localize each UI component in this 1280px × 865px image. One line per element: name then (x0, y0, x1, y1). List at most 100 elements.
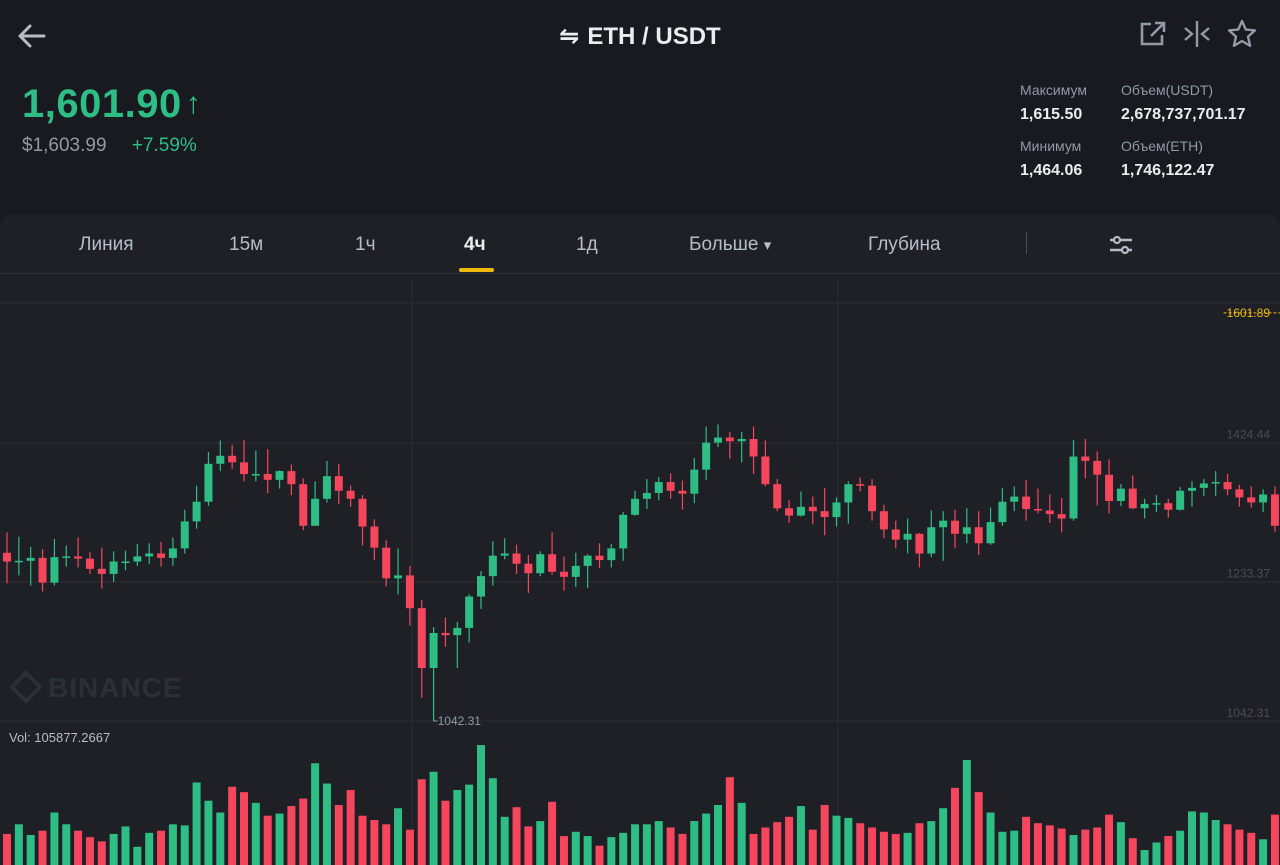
volume-bar (1033, 823, 1042, 865)
volume-bar (358, 815, 367, 865)
volume-bar (1093, 827, 1102, 865)
volume-bar (868, 827, 877, 865)
volume-bar (879, 831, 888, 865)
volume-bar (488, 778, 497, 865)
candle-body (488, 555, 497, 577)
candle-body (180, 521, 189, 549)
volume-bar (962, 760, 971, 865)
candle-body (192, 501, 201, 522)
candle-body (251, 474, 260, 476)
tab-depth[interactable]: Глубина (868, 234, 941, 255)
pair-title[interactable]: ETH / USDT (587, 23, 721, 50)
candle-body (1093, 460, 1102, 475)
price-block: 1,601.90 ↑ $1,603.99 +7.59% (22, 82, 201, 157)
volume-bar (453, 790, 462, 865)
volume-bar (405, 829, 414, 865)
candle-body (1211, 482, 1220, 484)
y-tick-label: 1042.31 (1227, 706, 1271, 720)
candle-body (500, 553, 509, 556)
candle-body (74, 556, 83, 559)
volume-bar (192, 782, 201, 865)
candle-body (986, 522, 995, 544)
candle-body (405, 575, 414, 609)
volume-bar (796, 806, 805, 865)
candle-body (856, 484, 865, 486)
volume-bar (951, 787, 959, 865)
compare-icon[interactable] (1181, 18, 1213, 50)
volume-bar (998, 831, 1007, 865)
volume-bar (1128, 838, 1137, 865)
candle-body (358, 498, 367, 527)
candle-body (370, 526, 379, 548)
volume-bar (3, 833, 11, 865)
candle-body (299, 484, 308, 526)
candle-body (240, 462, 248, 475)
volume-bar (986, 812, 995, 865)
candle-body (796, 506, 805, 516)
candle-body (62, 556, 71, 558)
external-link-icon[interactable] (1137, 18, 1169, 50)
caret-down-icon: ▾ (763, 237, 772, 254)
volume-bar (559, 836, 568, 865)
volume-bar (1199, 812, 1208, 865)
candle-body (1188, 487, 1196, 491)
volume-bar (607, 837, 616, 865)
volume-bar (702, 813, 711, 865)
candle-body (429, 632, 438, 668)
swap-icon[interactable]: ⇋ (559, 23, 580, 50)
candle-body (524, 563, 533, 574)
candle-body (607, 548, 616, 561)
volume-bar (382, 824, 391, 865)
last-price: 1,601.90 ↑ (22, 82, 202, 126)
candle-body (939, 520, 948, 528)
tab-4h[interactable]: 4ч (464, 234, 486, 255)
candle-body (1140, 503, 1149, 509)
candle-body (1057, 514, 1066, 519)
tab-line[interactable]: Линия (79, 234, 134, 255)
volume-bar (678, 833, 687, 865)
volume-bar (109, 833, 118, 865)
last-price-label: 1601.89 (1227, 306, 1271, 320)
volume-bar (927, 821, 936, 865)
candle-body (678, 490, 687, 494)
candle-body (85, 558, 94, 569)
volume-bar (133, 846, 142, 865)
candle-body (322, 476, 331, 499)
tab-15m[interactable]: 15м (229, 234, 264, 255)
arrow-left-icon[interactable] (14, 18, 50, 54)
candle-body (690, 469, 699, 494)
candle-body (1105, 474, 1114, 501)
candle-body (998, 501, 1007, 523)
volume-bar (1116, 822, 1125, 865)
volume-bar (785, 816, 794, 865)
candle-body (382, 547, 391, 579)
volume-bar (1164, 836, 1173, 865)
volume-bar (334, 805, 343, 865)
candle-body (725, 437, 734, 442)
candle-body (1010, 496, 1019, 502)
star-icon[interactable] (1226, 18, 1258, 50)
tab-divider (1026, 232, 1027, 254)
candle-body (1223, 482, 1232, 490)
volume-bar (322, 783, 331, 865)
volume-bar (725, 777, 734, 865)
candle-body (26, 557, 35, 561)
volume-bar (631, 824, 640, 865)
tab-more[interactable]: Больше ▾ (689, 234, 772, 255)
volume-bar (97, 841, 106, 865)
candle-body (1152, 503, 1161, 505)
candle-body (1069, 456, 1078, 519)
volume-bar (275, 813, 284, 865)
candle-body (417, 608, 426, 668)
sliders-icon[interactable] (1106, 232, 1136, 258)
candle-body (974, 527, 983, 544)
candle-body (1247, 497, 1256, 503)
candle-body (761, 456, 770, 485)
volume-label: Vol: 105877.2667 (9, 730, 111, 745)
tab-1h[interactable]: 1ч (355, 234, 376, 255)
candle-body (157, 553, 166, 558)
volume-bar (856, 823, 865, 865)
tab-1d[interactable]: 1д (576, 234, 598, 255)
candle-body (3, 552, 11, 562)
